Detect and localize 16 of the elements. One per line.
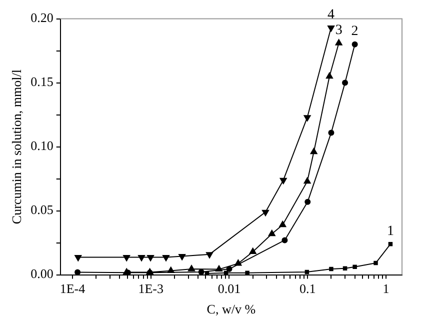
x-tick-label: 0.1 (300, 281, 316, 296)
x-axis-title: C, w/v % (206, 302, 256, 317)
x-tick-label: 1E-4 (60, 281, 86, 296)
x-tick-label: 0.01 (218, 281, 241, 296)
series-label: 1 (386, 224, 394, 239)
x-tick-label: 1 (382, 281, 390, 296)
series-label: 4 (328, 7, 335, 22)
y-tick-label: 0.00 (30, 266, 54, 282)
y-tick-label: 0.10 (30, 138, 54, 154)
series-label: 3 (335, 22, 342, 38)
y-tick-label: 0.15 (30, 74, 54, 90)
series-label: 2 (351, 24, 358, 40)
y-tick-label: 0.05 (30, 202, 54, 218)
y-axis-title: Curcumin in solution, mmol/l (9, 69, 24, 224)
y-tick-label: 0.20 (30, 10, 54, 26)
x-tick-label: 1E-3 (138, 281, 164, 296)
